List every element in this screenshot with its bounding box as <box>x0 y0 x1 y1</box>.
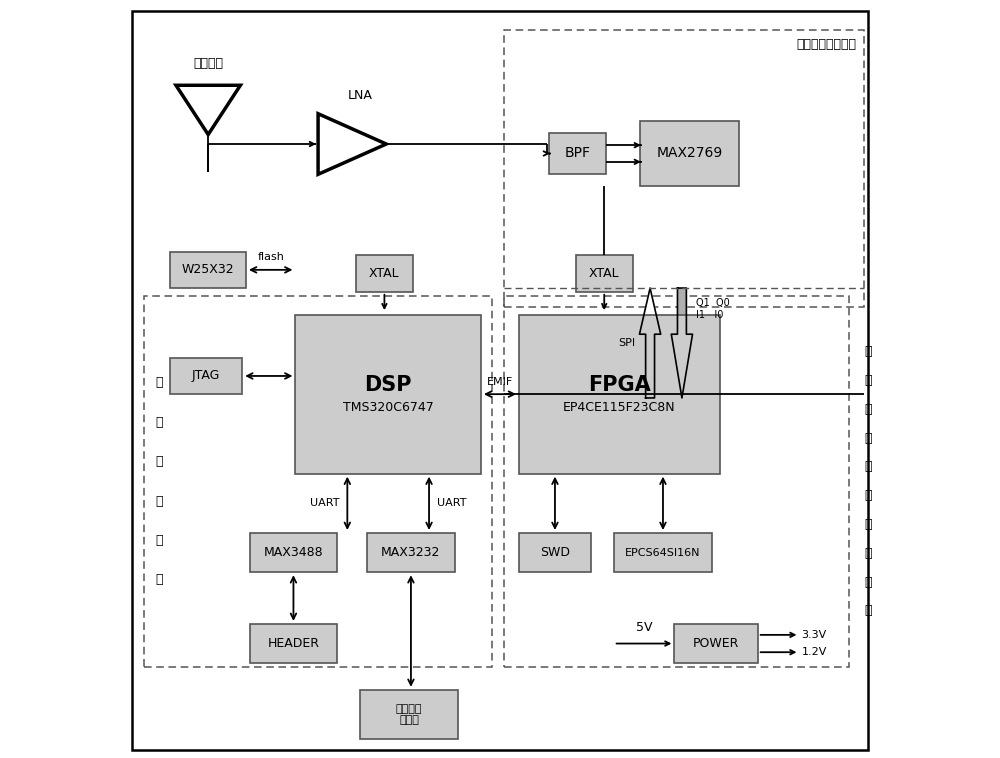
Bar <box>677 288 686 352</box>
Bar <box>504 296 849 667</box>
Bar <box>504 30 864 307</box>
Bar <box>295 315 481 474</box>
Text: 上位机监
控界面: 上位机监 控界面 <box>396 703 422 725</box>
Text: XTAL: XTAL <box>589 267 620 280</box>
Bar <box>356 255 413 292</box>
Text: 块: 块 <box>155 573 163 587</box>
Text: DSP: DSP <box>364 375 412 395</box>
Bar <box>170 252 246 288</box>
Text: 理: 理 <box>864 547 871 560</box>
Bar <box>519 533 591 572</box>
Bar <box>367 533 455 572</box>
Text: flash: flash <box>257 252 284 262</box>
Text: 模: 模 <box>155 534 163 547</box>
Text: 号: 号 <box>864 431 871 445</box>
Text: XTAL: XTAL <box>369 267 400 280</box>
Bar <box>170 358 242 394</box>
Text: BPF: BPF <box>565 146 591 161</box>
Text: MAX2769: MAX2769 <box>656 146 723 161</box>
Text: 定: 定 <box>155 376 163 390</box>
Text: 位: 位 <box>155 415 163 429</box>
Text: 字: 字 <box>864 489 871 503</box>
Polygon shape <box>671 334 693 398</box>
Text: SPI: SPI <box>618 338 635 348</box>
Text: W25X32: W25X32 <box>182 263 234 277</box>
Text: 算: 算 <box>155 494 163 508</box>
Text: EPCS64SI16N: EPCS64SI16N <box>625 547 701 558</box>
Bar <box>614 533 712 572</box>
Text: MAX3488: MAX3488 <box>264 546 323 559</box>
Bar <box>640 121 739 186</box>
Text: JTAG: JTAG <box>192 369 220 383</box>
Text: POWER: POWER <box>693 637 739 650</box>
Text: 有源天线: 有源天线 <box>193 57 223 70</box>
Text: Q1  Q0: Q1 Q0 <box>696 298 730 309</box>
Text: 块: 块 <box>864 604 871 618</box>
Bar <box>144 296 492 667</box>
Text: MAX3232: MAX3232 <box>381 546 441 559</box>
Bar <box>250 533 337 572</box>
Bar <box>646 334 655 398</box>
Text: TMS320C6747: TMS320C6747 <box>343 401 434 415</box>
Text: 解: 解 <box>155 455 163 468</box>
Text: 基: 基 <box>864 345 871 359</box>
Text: 5V: 5V <box>636 622 652 634</box>
Bar <box>360 690 458 739</box>
Text: EP4CE115F23C8N: EP4CE115F23C8N <box>563 401 676 415</box>
Text: 数: 数 <box>864 460 871 474</box>
Text: LNA: LNA <box>347 89 372 102</box>
Text: FPGA: FPGA <box>588 375 651 395</box>
Bar <box>549 133 606 174</box>
Bar <box>519 315 720 474</box>
Text: 信: 信 <box>864 402 871 416</box>
Text: 射频前端处理模块: 射频前端处理模块 <box>796 38 856 51</box>
Bar <box>674 624 758 663</box>
Text: EMIF: EMIF <box>487 377 513 387</box>
Text: HEADER: HEADER <box>267 637 319 650</box>
Text: I1   I0: I1 I0 <box>696 309 724 320</box>
Text: 1.2V: 1.2V <box>802 647 827 657</box>
Text: SWD: SWD <box>540 546 570 559</box>
Polygon shape <box>639 288 661 334</box>
Text: UART: UART <box>310 498 340 509</box>
Bar <box>576 255 633 292</box>
Bar <box>250 624 337 663</box>
Text: 3.3V: 3.3V <box>802 630 827 640</box>
Text: 带: 带 <box>864 374 871 387</box>
Text: 模: 模 <box>864 575 871 589</box>
Text: UART: UART <box>437 498 466 509</box>
Text: 处: 处 <box>864 518 871 531</box>
